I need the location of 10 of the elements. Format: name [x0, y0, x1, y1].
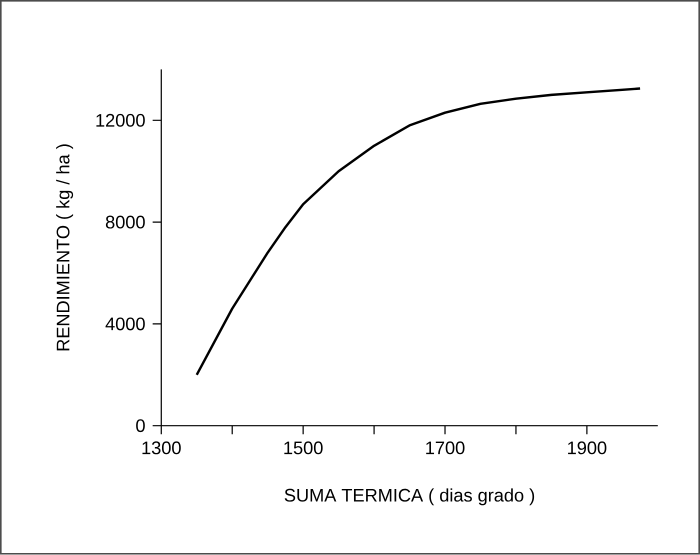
x-tick-label: 1500: [284, 442, 323, 454]
x-tick-label: 1900: [568, 442, 606, 454]
y-axis-title: RENDIMIENTO ( kg / ha ): [56, 144, 74, 351]
x-tick-label: 1700: [426, 442, 465, 454]
y-tick-label: 0: [136, 419, 145, 432]
x-tick-label: 1300: [142, 442, 181, 454]
y-tick-label: 8000: [106, 216, 145, 229]
y-tick-label: 12000: [96, 114, 145, 127]
x-axis-title: SUMA TERMICA ( dias grado ): [284, 488, 534, 506]
y-tick-label: 4000: [106, 318, 145, 331]
